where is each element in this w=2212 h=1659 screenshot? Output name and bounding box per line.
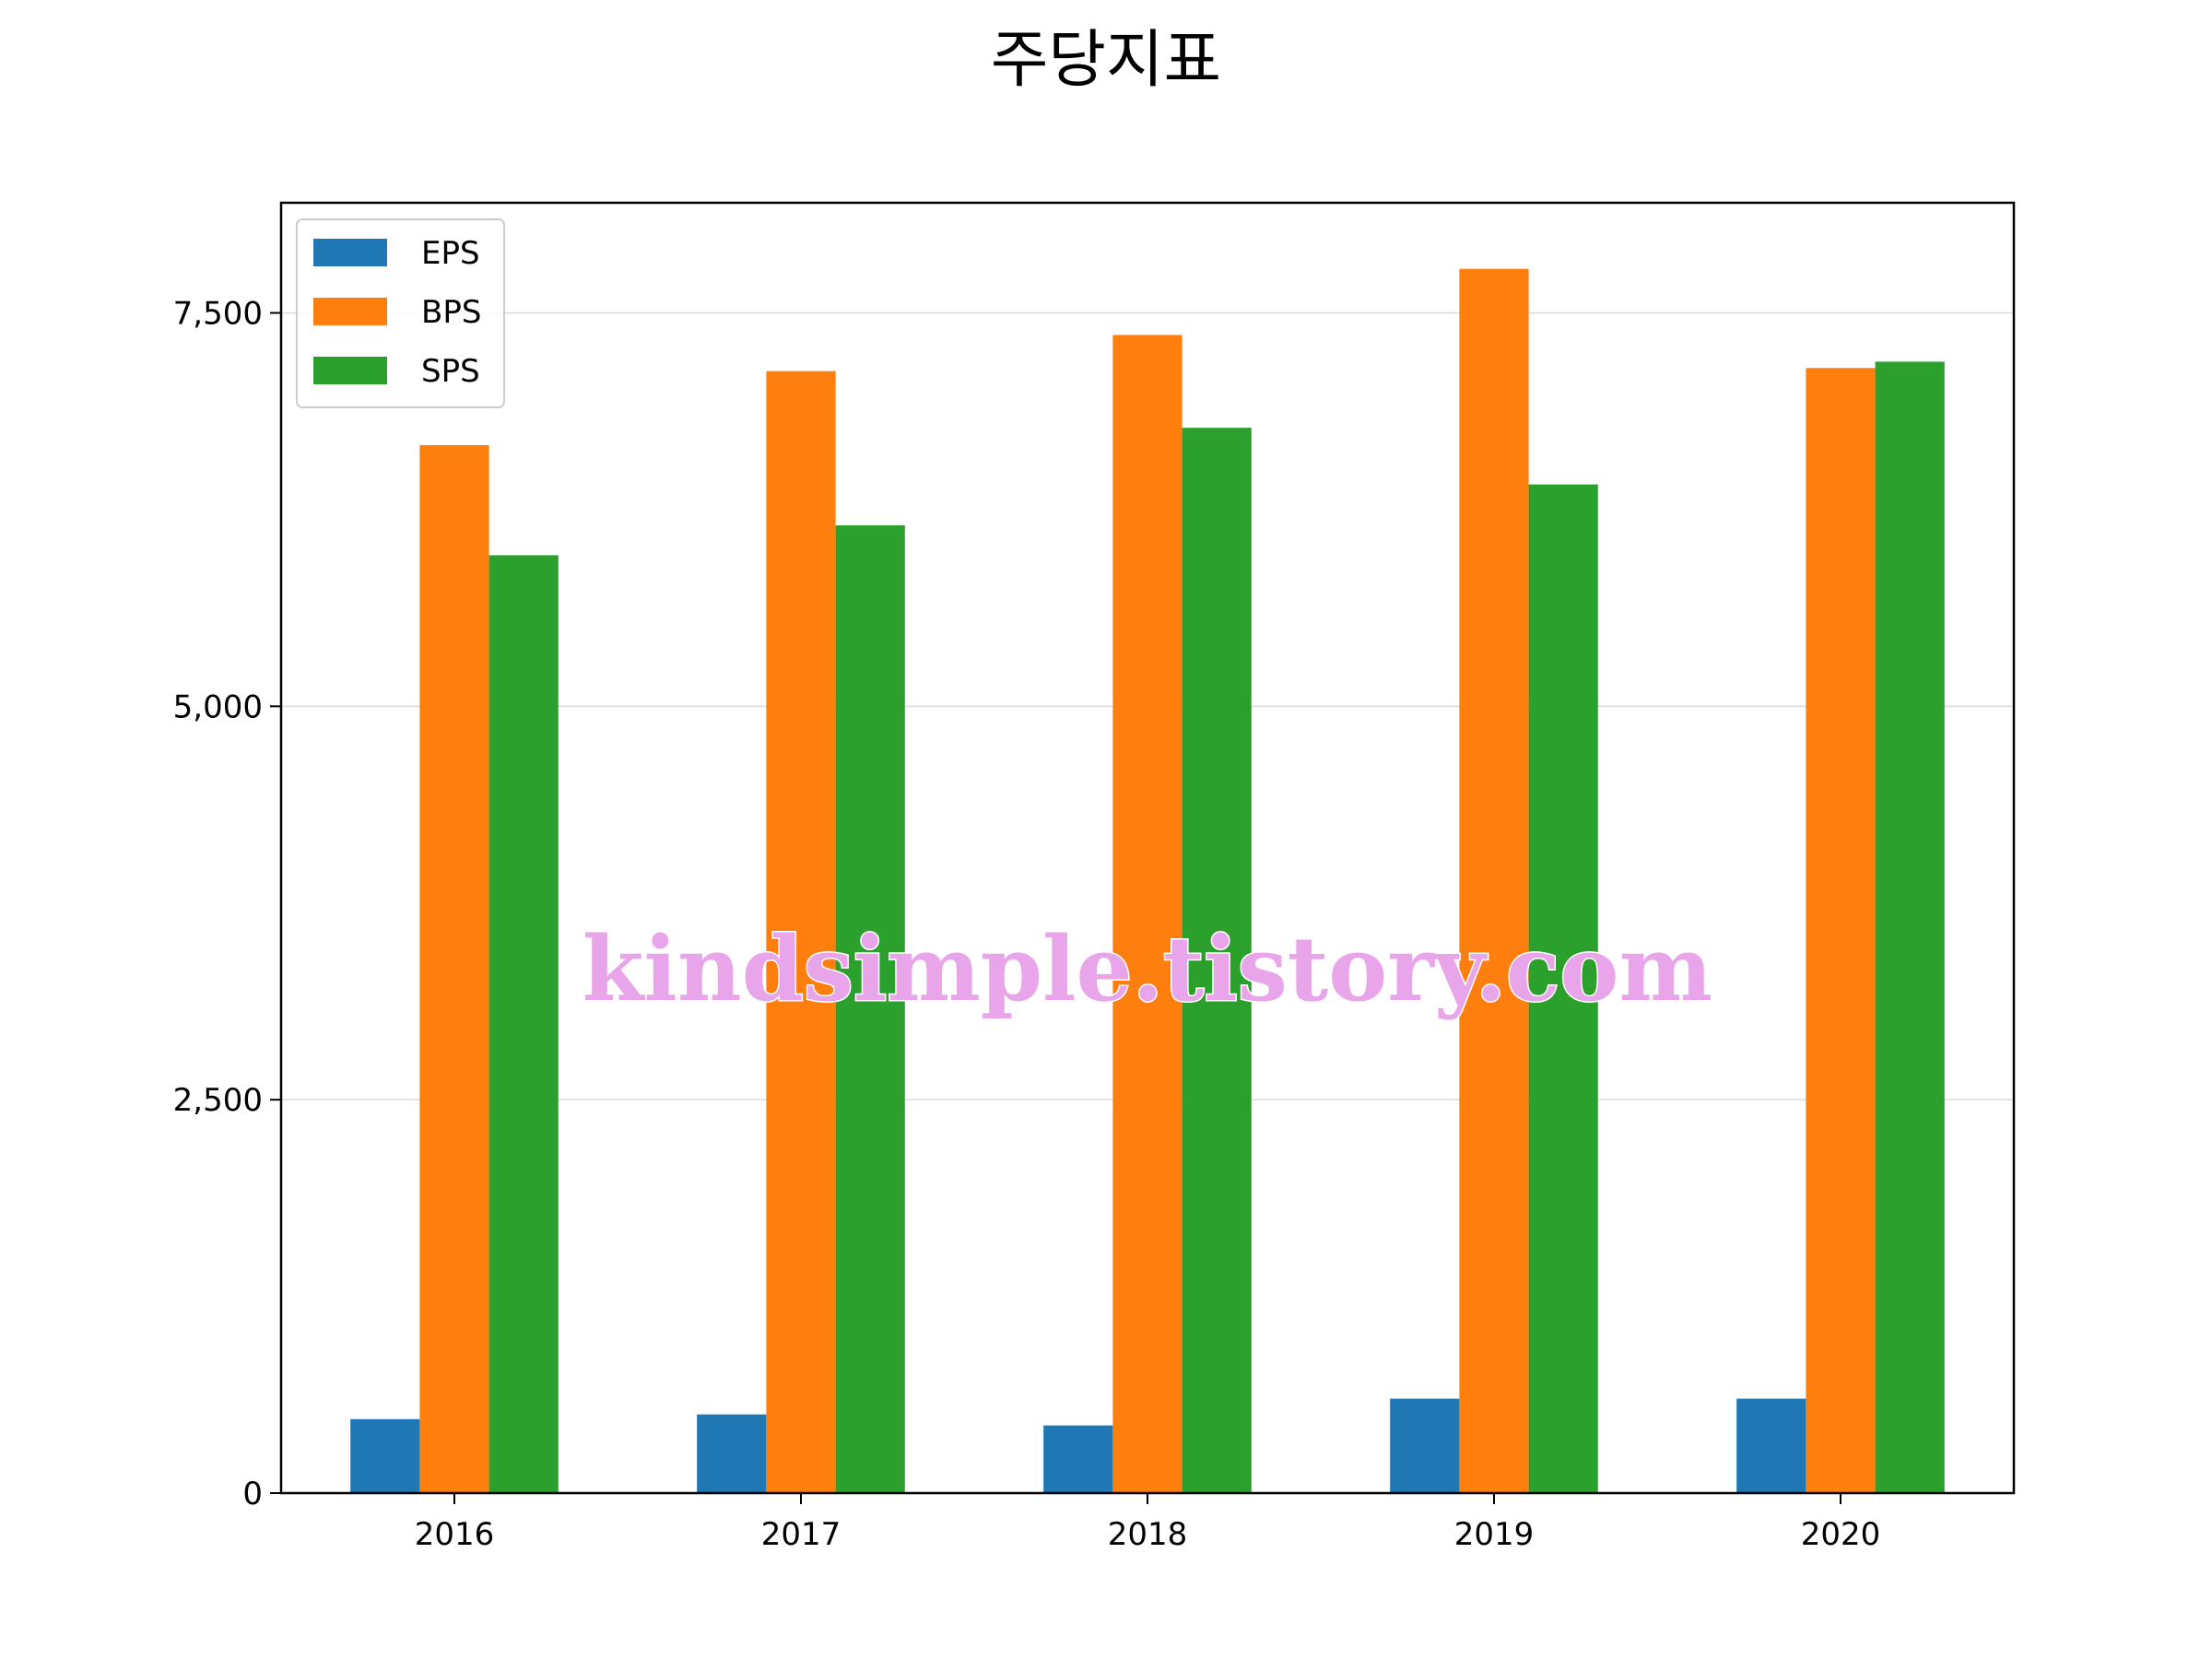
- legend-swatch-eps: [313, 239, 387, 266]
- chart-title: 주당지표: [991, 24, 1221, 97]
- bar-eps-2016: [350, 1418, 420, 1493]
- bar-bps-2019: [1459, 268, 1529, 1494]
- x-tick-label: 2016: [415, 1516, 495, 1553]
- bar-sps-2020: [1875, 361, 1945, 1494]
- bar-eps-2017: [697, 1414, 767, 1493]
- y-tick-label: 2,500: [173, 1082, 263, 1119]
- x-tick-label: 2019: [1454, 1516, 1535, 1553]
- x-axis: 2016 2017 2018 2019 2020: [415, 1493, 1881, 1553]
- y-tick-label: 5,000: [173, 688, 263, 725]
- bar-bps-2017: [766, 371, 836, 1494]
- x-tick-label: 2018: [1108, 1516, 1188, 1553]
- y-tick-label: 7,500: [173, 296, 263, 333]
- bar-sps-2019: [1528, 484, 1598, 1493]
- x-tick-label: 2020: [1801, 1516, 1881, 1553]
- bar-sps-2017: [835, 525, 905, 1493]
- bar-eps-2018: [1043, 1425, 1113, 1493]
- legend: EPS BPS SPS: [296, 218, 505, 408]
- x-tick-label: 2017: [761, 1516, 841, 1553]
- bar-bps-2016: [419, 444, 489, 1494]
- legend-swatch-sps: [313, 357, 387, 384]
- legend-label-eps: EPS: [421, 235, 480, 272]
- bar-eps-2019: [1390, 1398, 1460, 1493]
- bar-bps-2020: [1806, 368, 1876, 1493]
- bar-sps-2016: [488, 555, 559, 1493]
- y-axis: 0 2,500 5,000 7,500: [173, 296, 281, 1512]
- watermark: kindsimple.tistory.com: [582, 917, 1712, 1021]
- legend-swatch-bps: [313, 298, 387, 325]
- y-tick-label: 0: [242, 1476, 263, 1512]
- legend-label-bps: BPS: [421, 294, 481, 331]
- bar-eps-2020: [1736, 1398, 1806, 1493]
- bar-sps-2018: [1182, 428, 1252, 1493]
- legend-label-sps: SPS: [421, 353, 480, 390]
- bars: [350, 268, 1945, 1494]
- bar-bps-2018: [1112, 335, 1182, 1493]
